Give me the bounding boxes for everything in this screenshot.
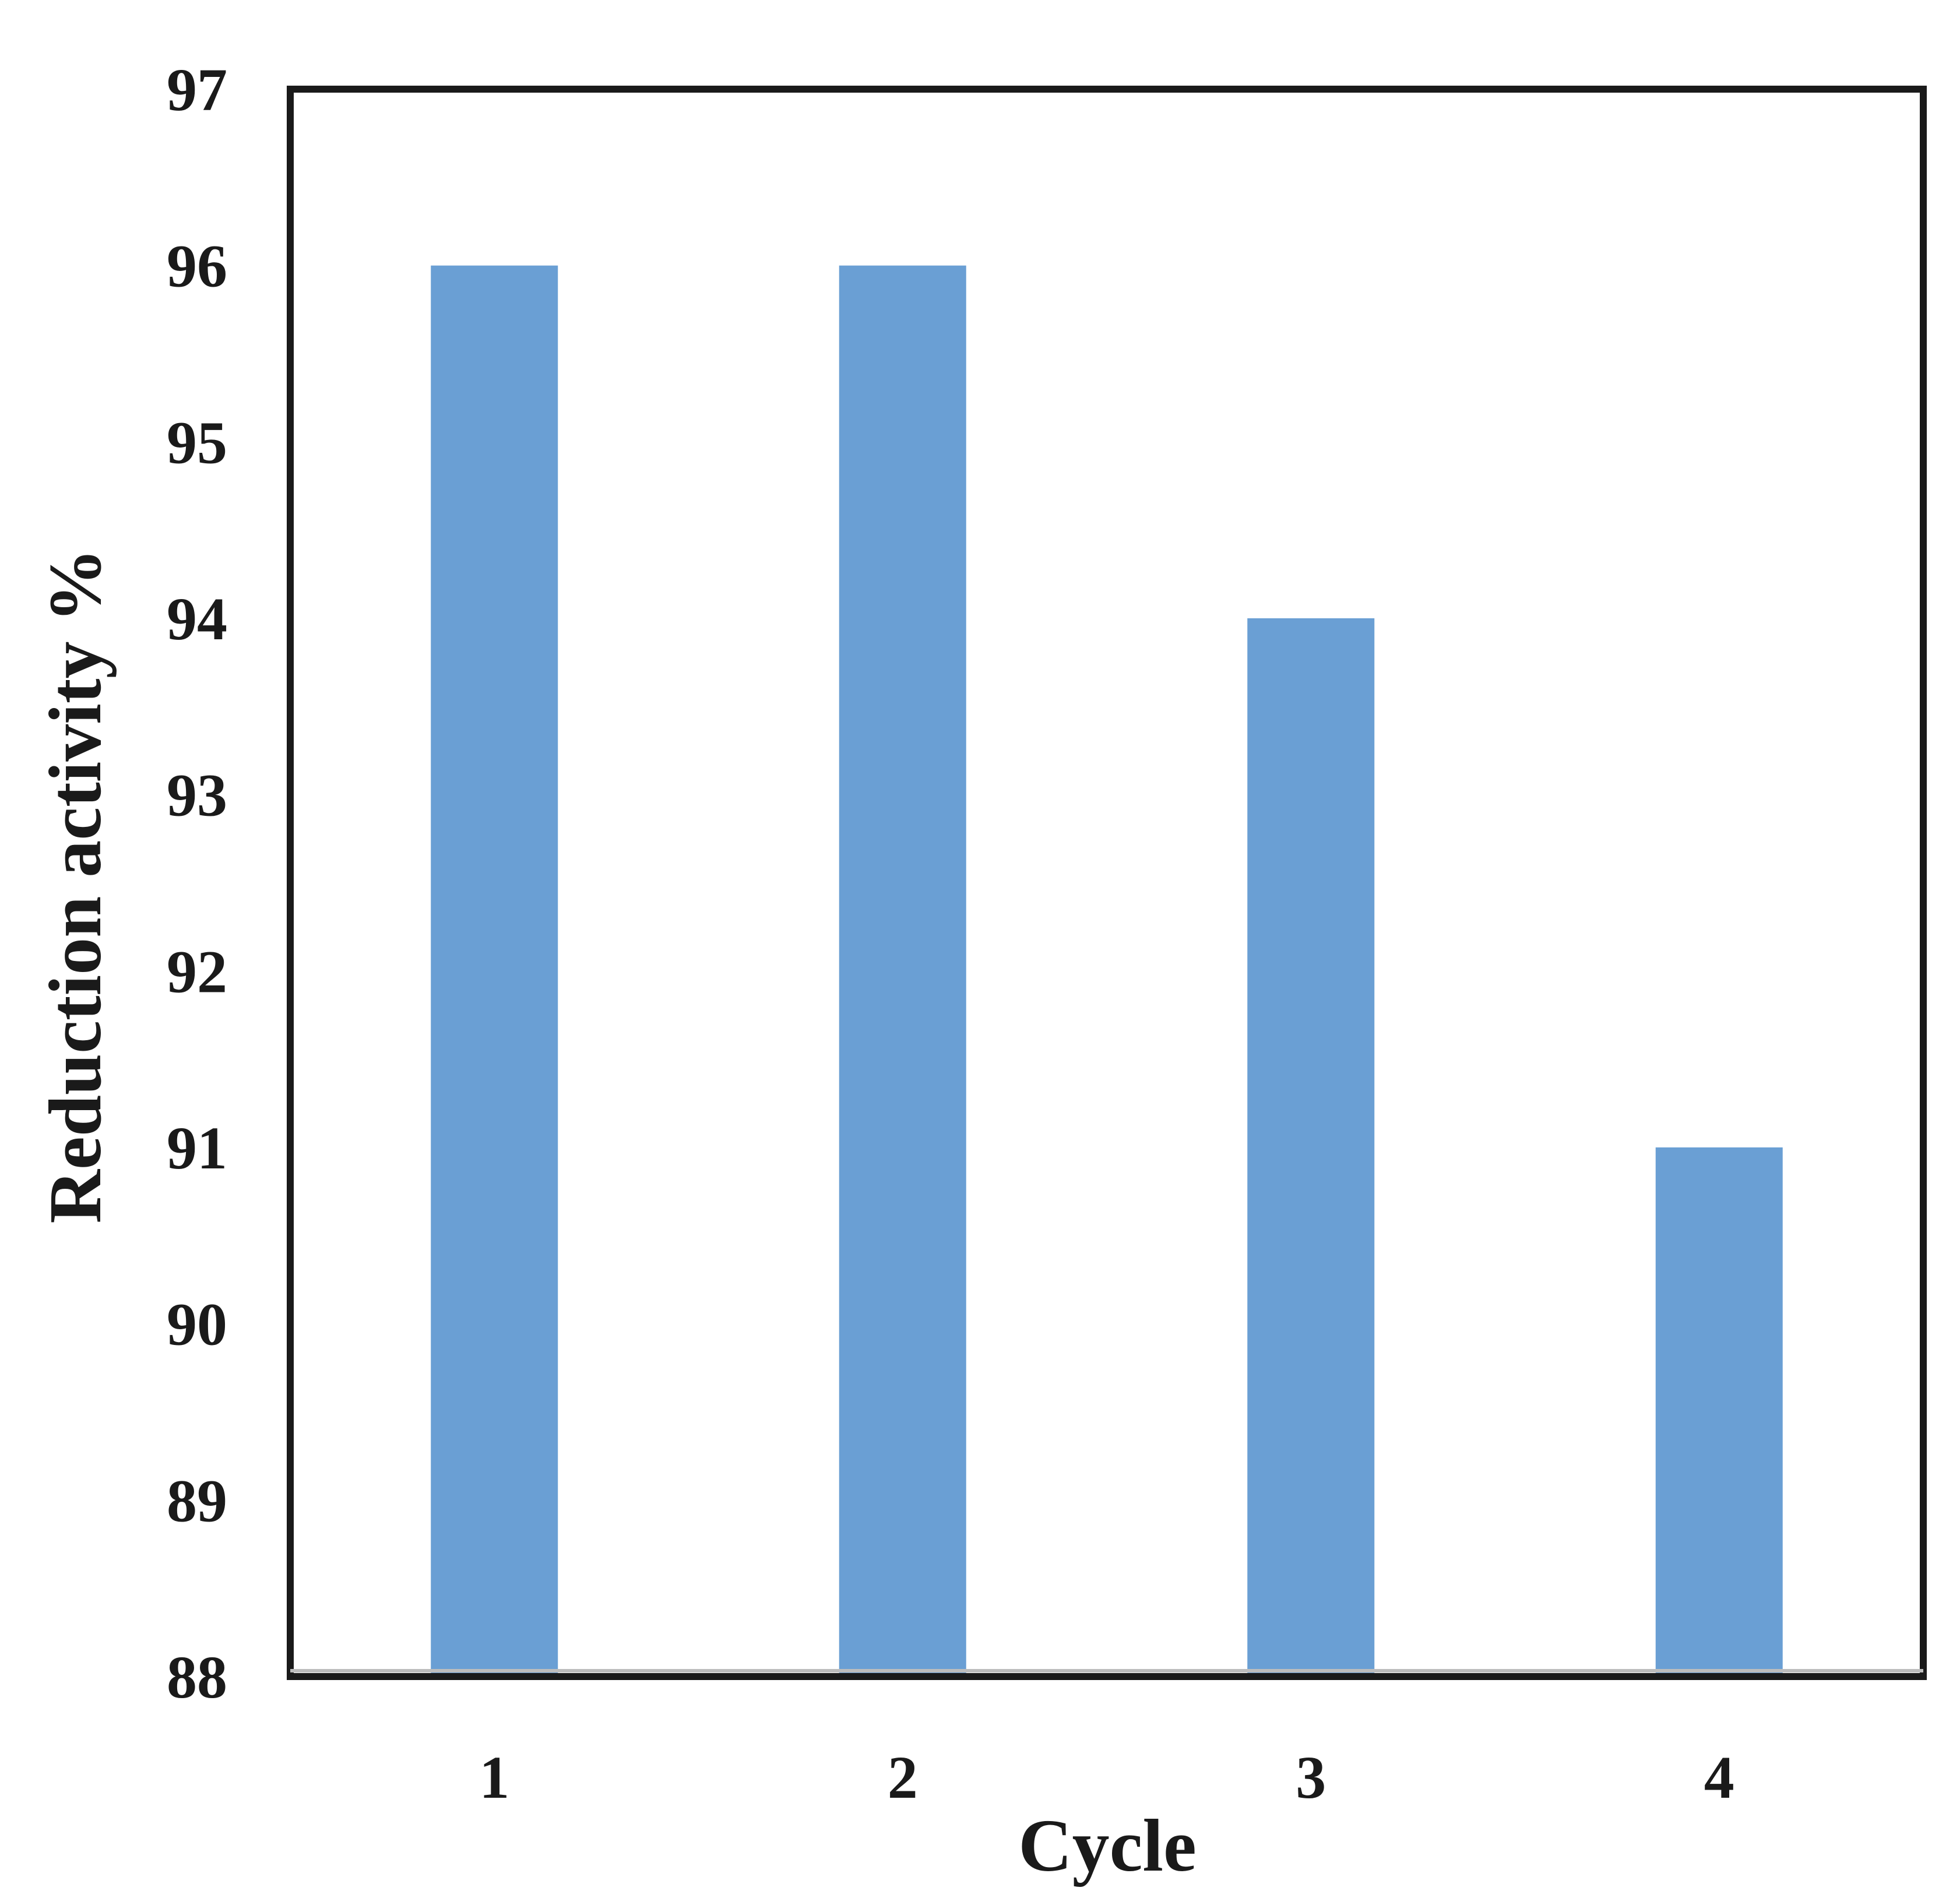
y-tick-label: 90: [167, 1291, 227, 1358]
bar-cycle-2: [839, 265, 966, 1677]
y-tick-label: 93: [167, 762, 227, 829]
bar-series: [431, 265, 1783, 1677]
x-tick-label: 2: [888, 1744, 918, 1811]
x-tick-label: 1: [479, 1744, 509, 1811]
bar-cycle-4: [1655, 1147, 1783, 1677]
y-tick-label: 95: [167, 409, 227, 476]
y-axis-tick-labels: 88 89 90 91 92 93 94 95 96 97: [167, 57, 227, 1711]
y-tick-label: 91: [167, 1115, 227, 1182]
plot-frame: [287, 86, 1927, 1680]
bar-cycle-3: [1247, 618, 1375, 1677]
x-tick-label: 4: [1704, 1744, 1734, 1811]
x-tick-label: 3: [1296, 1744, 1326, 1811]
y-tick-label: 96: [167, 233, 227, 300]
y-axis-title: Reduction activity %: [34, 548, 117, 1224]
y-tick-label: 94: [167, 586, 227, 653]
x-axis-title: Cycle: [1018, 1804, 1197, 1887]
x-axis-tick-labels: 1 2 3 4: [479, 1744, 1734, 1811]
y-tick-label: 92: [167, 938, 227, 1005]
bar-cycle-1: [431, 265, 558, 1677]
y-tick-label: 89: [167, 1467, 227, 1534]
y-tick-label: 97: [167, 57, 227, 124]
y-tick-label: 88: [167, 1644, 227, 1711]
